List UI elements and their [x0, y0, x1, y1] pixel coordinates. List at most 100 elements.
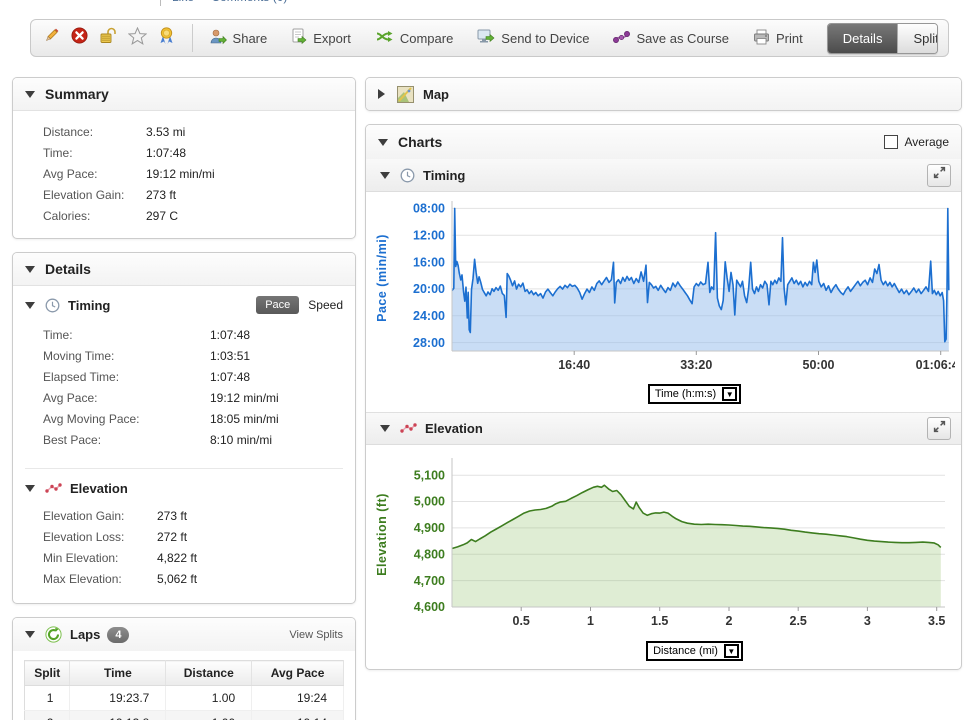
share-icon — [209, 29, 227, 48]
compare-label: Compare — [399, 30, 454, 46]
map-panel: Map — [365, 77, 962, 111]
summary-panel: Summary Distance: 3.53 mi Time: 1:07:48 Av… — [12, 77, 356, 239]
svg-text:5,000: 5,000 — [414, 495, 445, 509]
tab-details[interactable]: Details — [827, 23, 898, 53]
svg-text:3.5: 3.5 — [928, 614, 945, 628]
achievement-button[interactable] — [158, 26, 175, 50]
timing-x-axis-select[interactable]: Time (h:m:s) ▼ — [647, 384, 742, 404]
details-title: Details — [45, 261, 91, 277]
elevation-chart-collapse-icon[interactable] — [380, 425, 390, 432]
laps-col-time[interactable]: Time — [69, 660, 167, 686]
tab-splits[interactable]: Splits — [897, 23, 937, 53]
svg-text:Pace (min/mi): Pace (min/mi) — [375, 234, 389, 322]
pace-toggle[interactable]: Pace — [256, 296, 300, 314]
elevation-section-title: Elevation — [70, 480, 128, 496]
map-icon — [397, 85, 414, 103]
timing-expand-button[interactable] — [927, 163, 951, 187]
timing-row: Moving Time: 1:03:51 — [43, 348, 251, 363]
timing-chart-collapse-icon[interactable] — [380, 171, 390, 179]
map-title: Map — [423, 86, 449, 102]
svg-text:12:00: 12:00 — [413, 228, 445, 242]
svg-text:1: 1 — [587, 614, 594, 628]
elevation-x-axis-value: Distance (mi) — [653, 645, 718, 657]
medal-icon — [158, 26, 175, 50]
delete-icon — [71, 27, 88, 49]
clock-icon — [400, 168, 415, 183]
elevation-collapse-icon[interactable] — [25, 484, 35, 492]
print-icon — [753, 29, 770, 48]
table-row: 1 19:23.7 1.00 19:24 — [24, 685, 344, 711]
chevron-down-icon: ▼ — [723, 644, 739, 658]
details-collapse-icon[interactable] — [25, 265, 35, 273]
timing-chart[interactable]: 08:00 12:00 16:00 20:00 24:00 28:00 16:40 33:20… — [366, 192, 961, 412]
details-panel: Details Timing Pace Speed Time: 1:07:48 M… — [12, 252, 356, 604]
view-splits-link[interactable]: View Splits — [289, 628, 343, 641]
pencil-icon — [43, 27, 60, 49]
favorite-button[interactable] — [127, 26, 148, 50]
print-button[interactable]: Print — [753, 29, 803, 48]
save-as-course-button[interactable]: Save as Course — [613, 30, 729, 47]
share-button[interactable]: Share — [209, 29, 268, 48]
laps-title: Laps — [70, 627, 101, 642]
svg-text:Elevation (ft): Elevation (ft) — [375, 493, 389, 576]
elevation-chart[interactable]: 4,600 4,700 4,800 4,900 5,000 5,100 0.5 1 1.5 2 2.… — [366, 445, 961, 669]
clock-icon — [45, 298, 60, 313]
elevation-row: Max Elevation: 5,062 ft — [43, 571, 198, 586]
svg-text:2: 2 — [726, 614, 733, 628]
svg-text:0.5: 0.5 — [513, 614, 530, 628]
compare-button[interactable]: Compare — [375, 29, 453, 47]
charts-title: Charts — [398, 134, 443, 150]
summary-row: Avg Pace: 19:12 min/mi — [43, 166, 215, 181]
export-icon — [291, 28, 307, 48]
average-label: Average — [904, 135, 949, 149]
timing-row: Avg Moving Pace: 18:05 min/mi — [43, 411, 279, 426]
average-checkbox[interactable] — [883, 135, 898, 149]
summary-collapse-icon[interactable] — [25, 90, 35, 98]
timing-row: Elapsed Time: 1:07:48 — [43, 369, 251, 384]
chevron-down-icon: ▼ — [722, 387, 738, 401]
summary-row: Elevation Gain: 273 ft — [43, 187, 177, 202]
svg-text:24:00: 24:00 — [413, 309, 445, 323]
like-link[interactable]: Like — [172, 0, 194, 4]
laps-col-split[interactable]: Split — [24, 660, 71, 686]
charts-collapse-icon[interactable] — [378, 138, 388, 146]
elevation-row: Min Elevation: 4,822 ft — [43, 550, 198, 565]
speed-toggle[interactable]: Speed — [308, 298, 343, 312]
svg-text:5,100: 5,100 — [414, 468, 445, 482]
delete-button[interactable] — [71, 26, 88, 50]
share-label: Share — [232, 30, 268, 46]
send-to-device-button[interactable]: Send to Device — [477, 29, 589, 48]
edit-button[interactable] — [43, 26, 60, 50]
svg-text:3: 3 — [864, 614, 871, 628]
timing-collapse-icon[interactable] — [25, 301, 35, 309]
summary-row: Distance: 3.53 mi — [43, 124, 186, 139]
export-button[interactable]: Export — [291, 28, 351, 48]
section-divider — [25, 468, 343, 469]
star-icon — [127, 26, 148, 50]
svg-text:50:00: 50:00 — [803, 358, 835, 372]
save-as-course-label: Save as Course — [636, 30, 729, 46]
laps-col-distance[interactable]: Distance — [165, 660, 253, 686]
charts-panel: Charts Average Timing 08:00 12:00 16:00 20:… — [365, 124, 962, 670]
laps-collapse-icon[interactable] — [25, 631, 35, 638]
laps-col-avgpace[interactable]: Avg Pace — [251, 660, 344, 686]
privacy-button[interactable] — [99, 26, 117, 50]
elevation-expand-button[interactable] — [927, 417, 951, 440]
elevation-scatter-icon — [400, 422, 417, 435]
elevation-scatter-icon — [45, 482, 62, 495]
svg-text:4,900: 4,900 — [414, 521, 445, 535]
elevation-chart-title: Elevation — [425, 421, 483, 436]
lock-icon — [99, 27, 117, 49]
svg-text:4,700: 4,700 — [414, 574, 445, 588]
top-links-strip: Like Comments (0) — [0, 0, 979, 6]
svg-text:28:00: 28:00 — [413, 336, 445, 350]
map-expand-triangle[interactable] — [378, 89, 385, 99]
svg-text:16:40: 16:40 — [558, 358, 590, 372]
timing-row: Best Pace: 8:10 min/mi — [43, 432, 273, 447]
elevation-row: Elevation Gain: 273 ft — [43, 508, 188, 523]
laps-table: Split Time Distance Avg Pace 1 19:23.7 1.0… — [24, 660, 344, 720]
elevation-x-axis-select[interactable]: Distance (mi) ▼ — [646, 641, 743, 661]
timing-section-title: Timing — [68, 297, 111, 313]
comments-link[interactable]: Comments (0) — [211, 0, 287, 4]
